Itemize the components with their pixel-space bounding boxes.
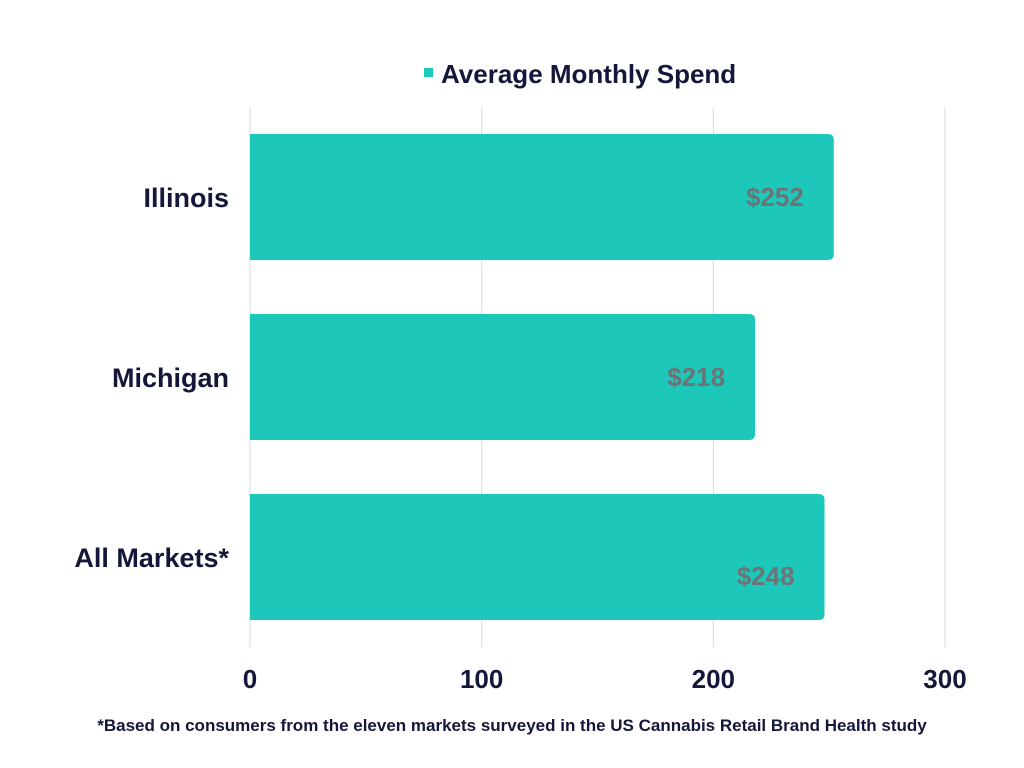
x-tick-label: 100	[460, 664, 503, 694]
x-tick-label: 0	[243, 664, 257, 694]
legend-swatch	[424, 68, 433, 77]
x-tick-label: 200	[692, 664, 735, 694]
footnote: *Based on consumers from the eleven mark…	[97, 716, 927, 735]
category-label: Illinois	[143, 183, 229, 213]
category-label: Michigan	[112, 363, 229, 393]
data-label: $218	[667, 362, 725, 392]
x-axis-ticks: 0 100 200 300	[243, 664, 967, 694]
category-labels: Illinois Michigan All Markets*	[74, 183, 229, 573]
data-label: $248	[737, 561, 795, 591]
legend-label: Average Monthly Spend	[441, 59, 736, 89]
bars	[250, 134, 834, 620]
data-label: $252	[746, 182, 804, 212]
category-label: All Markets*	[74, 543, 229, 573]
x-tick-label: 300	[923, 664, 966, 694]
bar-chart: Average Monthly Spend Illinois Michigan Al…	[74, 59, 967, 694]
data-labels: $252 $218 $248	[667, 182, 804, 591]
bar-all-markets	[250, 494, 825, 620]
bar-illinois	[250, 134, 834, 260]
legend: Average Monthly Spend	[424, 59, 736, 89]
bar-michigan	[250, 314, 756, 440]
